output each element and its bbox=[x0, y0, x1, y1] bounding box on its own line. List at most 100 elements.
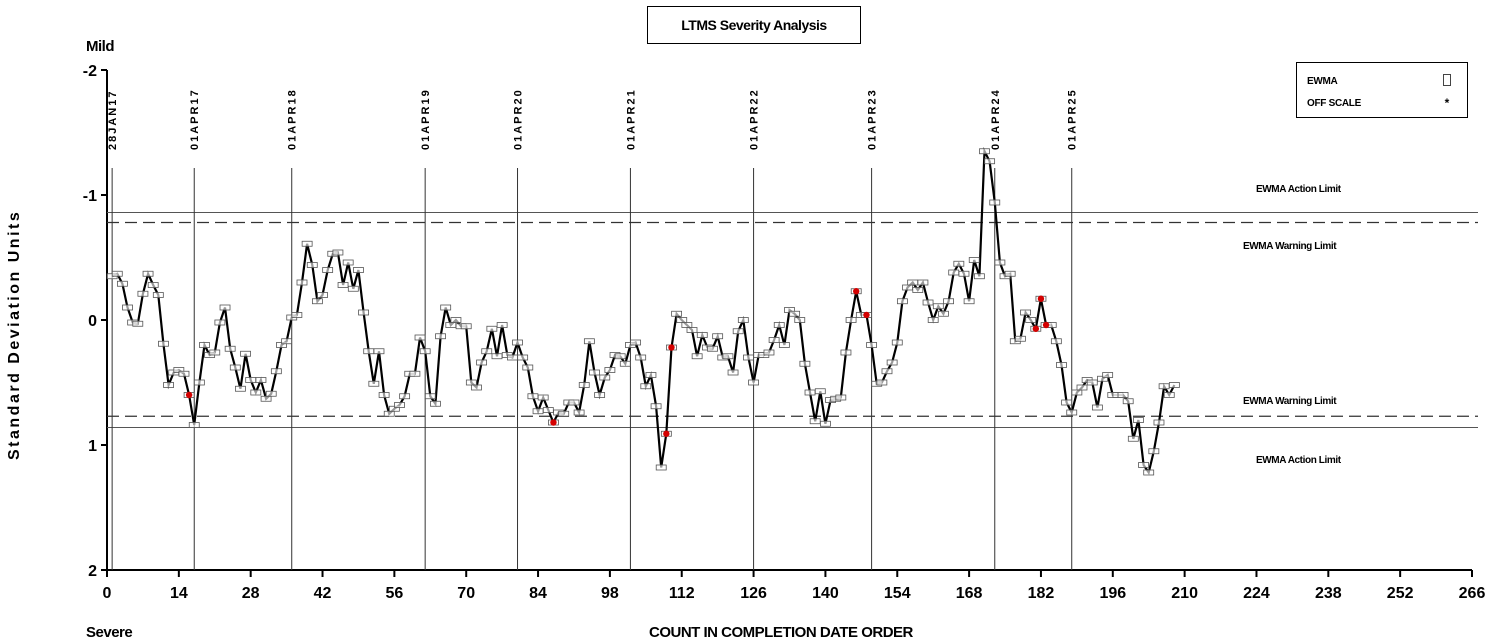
ewma-point bbox=[142, 270, 154, 277]
ewma-point bbox=[1061, 399, 1073, 406]
off-scale-point bbox=[1032, 325, 1040, 332]
ewma-series-line bbox=[111, 147, 1176, 476]
ewma-point bbox=[640, 383, 652, 390]
ewma-point bbox=[270, 368, 282, 375]
ewma-point bbox=[789, 310, 801, 317]
ewma-point bbox=[1015, 335, 1026, 342]
ewma-point bbox=[132, 320, 144, 327]
ewma-point bbox=[979, 148, 990, 155]
ewma-point bbox=[353, 267, 364, 273]
lower-action-limit-label: EWMA Action Limit bbox=[1256, 455, 1341, 466]
legend-entry-off-scale: OFF SCALE * bbox=[1307, 95, 1457, 111]
ewma-point bbox=[137, 290, 149, 297]
lower-warning-limit-label: EWMA Warning Limit bbox=[1243, 396, 1337, 407]
legend-label: OFF SCALE bbox=[1307, 97, 1361, 109]
y-tick-label: -1 bbox=[83, 188, 97, 205]
ewma-point bbox=[676, 317, 688, 323]
upper-warning-limit-label: EWMA Warning Limit bbox=[1243, 241, 1337, 252]
date-marker-label: 01APR18 bbox=[287, 88, 299, 150]
ewma-point bbox=[245, 377, 257, 383]
off-scale-point bbox=[853, 288, 860, 295]
ewma-point bbox=[368, 380, 380, 387]
x-tick-label: 112 bbox=[669, 585, 695, 602]
ewma-point bbox=[542, 407, 554, 413]
legend: EWMA OFF SCALE * bbox=[1296, 62, 1468, 118]
ewma-point bbox=[1163, 392, 1175, 398]
ewma-point bbox=[768, 337, 780, 343]
ewma-point bbox=[840, 349, 852, 356]
ewma-point bbox=[163, 382, 174, 388]
ewma-point bbox=[691, 353, 703, 360]
ewma-point bbox=[743, 354, 754, 361]
ewma-point bbox=[306, 262, 318, 268]
date-marker-label: 01APR21 bbox=[625, 88, 637, 150]
ewma-point bbox=[240, 350, 251, 357]
ewma-point bbox=[1143, 469, 1155, 476]
ewma-point bbox=[1122, 398, 1134, 405]
ewma-point bbox=[430, 400, 441, 407]
ewma-point bbox=[224, 345, 236, 352]
ewma-point bbox=[322, 267, 334, 273]
ewma-point bbox=[512, 339, 523, 346]
ewma-point bbox=[886, 359, 898, 366]
x-tick-label: 28 bbox=[242, 585, 260, 602]
ewma-point bbox=[820, 420, 831, 427]
ewma-point bbox=[922, 299, 934, 306]
ewma-point bbox=[188, 422, 200, 428]
ewma-point bbox=[1158, 383, 1170, 390]
ewma-point bbox=[645, 372, 657, 378]
ewma-point bbox=[891, 339, 903, 346]
ewma-point bbox=[537, 394, 549, 401]
ewma-point bbox=[1127, 435, 1139, 442]
ewma-point bbox=[655, 464, 667, 471]
off-scale-point bbox=[1037, 295, 1045, 302]
legend-asterisk-symbol: * bbox=[1444, 96, 1450, 110]
ewma-point bbox=[1153, 419, 1165, 426]
ewma-point bbox=[337, 282, 349, 288]
x-tick-label: 196 bbox=[1099, 585, 1126, 602]
ewma-point bbox=[440, 304, 452, 311]
ewma-point bbox=[1004, 270, 1016, 277]
ewma-point bbox=[614, 353, 626, 360]
ewma-point bbox=[989, 199, 1001, 206]
ewma-point bbox=[619, 360, 631, 367]
date-marker-label: 01APR25 bbox=[1067, 88, 1079, 150]
ewma-point bbox=[589, 369, 600, 376]
ewma-point bbox=[630, 339, 641, 346]
ewma-point bbox=[424, 393, 436, 400]
off-scale-point bbox=[1042, 321, 1050, 329]
date-marker-label: 28JAN17 bbox=[107, 90, 119, 150]
ewma-point bbox=[158, 340, 169, 347]
ewma-point bbox=[835, 394, 847, 401]
ewma-point bbox=[604, 367, 616, 373]
ewma-point bbox=[358, 309, 369, 316]
ewma-point bbox=[383, 410, 395, 417]
x-tick-label: 224 bbox=[1243, 585, 1270, 602]
ewma-point bbox=[332, 249, 344, 256]
x-tick-label: 238 bbox=[1315, 585, 1342, 602]
ewma-point bbox=[301, 240, 313, 247]
ewma-point bbox=[465, 379, 477, 386]
ewma-point bbox=[445, 322, 457, 328]
ewma-point bbox=[450, 317, 462, 323]
y-tick-label: 0 bbox=[88, 313, 97, 330]
ewma-point bbox=[1148, 448, 1160, 455]
off-scale-point bbox=[863, 311, 870, 319]
ewma-point bbox=[378, 392, 390, 398]
ewma-point bbox=[506, 354, 518, 361]
ewma-point bbox=[522, 364, 534, 371]
ewma-point bbox=[943, 298, 954, 305]
ewma-point bbox=[958, 270, 970, 277]
y-tick-label: -2 bbox=[83, 63, 97, 80]
ewma-point bbox=[1076, 384, 1088, 391]
ewma-point bbox=[973, 273, 985, 280]
ewma-point bbox=[481, 348, 493, 355]
legend-entry-ewma: EWMA bbox=[1307, 73, 1457, 89]
ewma-point bbox=[696, 332, 708, 338]
x-tick-label: 70 bbox=[457, 585, 475, 602]
legend-label: EWMA bbox=[1307, 75, 1338, 87]
ewma-point bbox=[948, 269, 960, 276]
x-tick-label: 84 bbox=[529, 585, 547, 602]
ewma-point bbox=[460, 323, 472, 330]
